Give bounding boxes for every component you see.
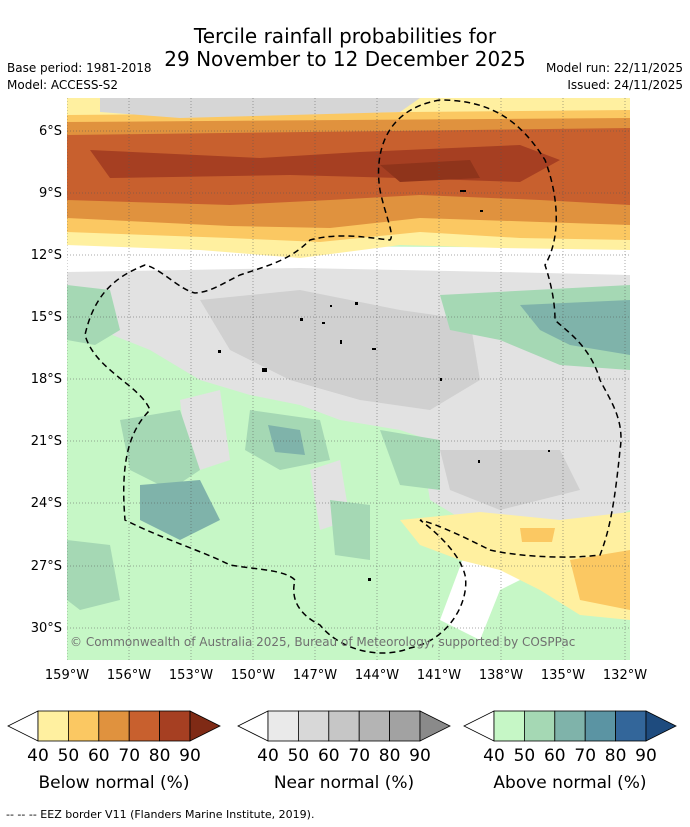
colorbar-segment [98,710,130,742]
colorbar-tick: 40 [27,746,49,766]
eez-legend-note: -- -- -- EEZ border V11 (Flanders Marine… [6,808,315,821]
colorbar-tick: 40 [483,746,505,766]
base-period: Base period: 1981-2018 [7,61,152,75]
colorbar-high-end [645,710,677,742]
colorbar-segment [493,710,525,742]
colorbar-low-end [7,710,39,742]
lat-label: 30°S [31,621,62,636]
lon-label: 159°W [45,668,89,683]
above-normal-50-south [330,500,370,560]
colorbar-0: 40 50 60 70 80 90 Below normal (%) [7,710,221,793]
colorbar-title: Above normal (%) [493,773,646,793]
latitude-labels: 6°S 9°S 12°S 15°S 18°S 21°S 24°S 27°S 30°S [31,124,62,636]
above-normal-50-farsw [67,540,120,610]
lon-label: 156°W [107,668,151,683]
lat-label: 21°S [31,434,62,449]
above-normal-60-east [520,300,630,355]
colorbar-tick: 90 [635,746,657,766]
colorbars: 40 50 60 70 80 90 Below normal (%) 40 50 60 70 80 90… [7,710,677,793]
longitude-labels: 159°W 156°W 153°W 150°W 147°W 144°W 141°W 138°W… [45,668,647,683]
graticule [67,98,630,660]
title-line-2: 29 November to 12 December 2025 [164,47,526,71]
colorbar-tick: 40 [257,746,279,766]
lat-label: 15°S [31,310,62,325]
model-run: Model run: 22/11/2025 [545,61,683,75]
lon-label: 147°W [293,668,337,683]
lon-label: 132°W [603,668,647,683]
colorbar-tick: 70 [118,746,140,766]
colorbar-segment [524,710,556,742]
colorbar-tick: 50 [288,746,310,766]
below-normal-south-50 [570,550,630,610]
near-normal-southeast-core [440,450,580,510]
lon-label: 150°W [231,668,275,683]
colorbar-segment [328,710,360,742]
colorbar-high-end [419,710,451,742]
above-normal-60-sw [140,480,220,540]
colorbar-tick: 80 [379,746,401,766]
lon-label: 141°W [417,668,461,683]
colorbar-segment [615,710,647,742]
colorbar-tick: 70 [574,746,596,766]
colorbar-segment [267,710,299,742]
colorbar-segment [554,710,586,742]
lon-label: 138°W [479,668,523,683]
colorbar-segment [68,710,100,742]
colorbar-segment [159,710,191,742]
above-normal-50-sw [120,410,200,490]
colorbar-title: Below normal (%) [39,773,190,793]
near-normal-north [100,98,420,118]
lat-label: 6°S [39,124,62,139]
near-normal-core [200,290,480,410]
colorbar-low-end [463,710,495,742]
model-name: Model: ACCESS-S2 [7,78,119,92]
lat-label: 24°S [31,496,62,511]
lat-label: 9°S [39,186,62,201]
colorbar-tick: 80 [605,746,627,766]
colorbar-1: 40 50 60 70 80 90 Near normal (%) [237,710,451,793]
colorbar-tick: 70 [348,746,370,766]
colorbar-segment [584,710,617,742]
above-normal-50-west [67,285,120,345]
islands [218,190,550,581]
colorbar-tick: 50 [514,746,536,766]
colorbar-tick: 60 [88,746,110,766]
colorbar-segment [297,710,330,742]
lon-label: 153°W [169,668,213,683]
colorbar-2: 40 50 60 70 80 90 Above normal (%) [463,710,677,793]
above-normal-50-mid [380,430,440,490]
colorbar-high-end [189,710,221,742]
neutral-band [67,245,630,275]
lon-label: 135°W [541,668,585,683]
colorbar-title: Near normal (%) [274,773,414,793]
probability-fields [67,98,630,660]
below-normal-90 [380,160,480,182]
lat-label: 27°S [31,559,62,574]
colorbar-tick: 90 [179,746,201,766]
issued-date: Issued: 24/11/2025 [567,78,683,92]
below-normal-south-50b [520,528,555,542]
lon-label: 144°W [355,668,399,683]
colorbar-segment [389,710,421,742]
title-line-1: Tercile rainfall probabilities for [193,24,497,48]
colorbar-tick: 60 [544,746,566,766]
colorbar-tick: 60 [318,746,340,766]
colorbar-low-end [237,710,269,742]
lat-label: 18°S [31,372,62,387]
above-normal-60-central [268,425,305,455]
lat-label: 12°S [31,248,62,263]
colorbar-tick: 90 [409,746,431,766]
colorbar-tick: 50 [58,746,80,766]
copyright-note: © Commonwealth of Australia 2025, Bureau… [70,635,575,649]
colorbar-tick: 80 [149,746,171,766]
colorbar-segment [37,710,69,742]
colorbar-segment [128,710,160,742]
eez-border [84,99,622,654]
colorbar-segment [358,710,391,742]
